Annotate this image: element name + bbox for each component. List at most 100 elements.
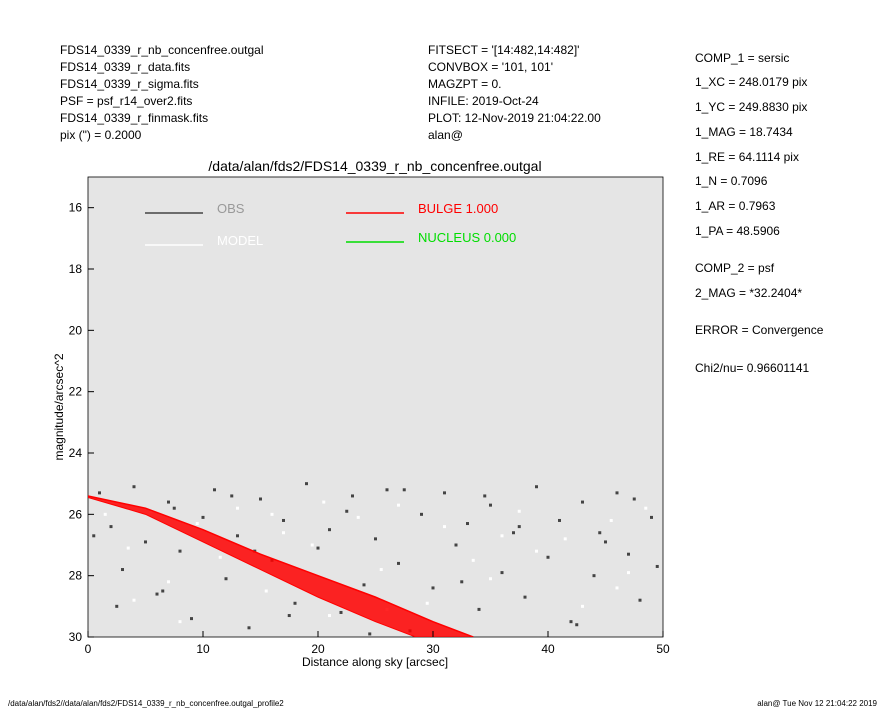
data-point	[402, 488, 406, 492]
data-point	[581, 604, 584, 608]
data-point	[195, 522, 199, 526]
bulge-upper	[88, 495, 474, 637]
data-point	[517, 509, 521, 513]
data-point	[259, 497, 262, 501]
legend-label: MODEL	[217, 233, 263, 248]
data-point	[385, 488, 389, 492]
data-point	[420, 512, 423, 516]
data-point	[115, 604, 119, 608]
data-point	[316, 546, 320, 550]
header-middle-line: FITSECT = '[14:482,14:482]'	[428, 43, 579, 57]
data-point	[109, 525, 113, 529]
data-point	[460, 580, 464, 584]
data-point	[609, 518, 613, 522]
data-point	[558, 518, 561, 522]
header-middle-line: INFILE: 2019-Oct-24	[428, 94, 539, 108]
x-tick-label: 10	[196, 642, 210, 656]
data-point	[517, 525, 521, 529]
y-tick-label: 18	[69, 262, 83, 276]
data-point	[569, 620, 573, 624]
header-left-line: FDS14_0339_r_finmask.fits	[60, 111, 208, 125]
data-point	[397, 503, 400, 507]
data-point	[155, 592, 159, 596]
param-line: 1_N = 0.7096	[695, 174, 768, 188]
data-point	[425, 601, 429, 605]
data-point	[627, 552, 630, 556]
y-tick-label: 26	[69, 507, 83, 521]
param-line: ERROR = Convergence	[695, 323, 824, 337]
param-line: 1_YC = 249.8830 pix	[695, 100, 807, 114]
data-point	[345, 509, 349, 513]
data-point	[121, 568, 124, 572]
data-point	[471, 558, 475, 562]
param-line: 1_MAG = 18.7434	[695, 125, 793, 139]
data-point	[575, 623, 579, 627]
data-point	[512, 531, 515, 535]
y-tick-label: 20	[69, 323, 83, 337]
data-point	[431, 586, 435, 590]
data-point	[236, 506, 239, 510]
data-point	[477, 607, 481, 611]
x-tick-label: 50	[656, 642, 670, 656]
data-point	[293, 601, 297, 605]
data-point	[213, 488, 216, 492]
data-point	[466, 522, 469, 526]
y-tick-label: 24	[69, 446, 83, 460]
data-point	[368, 632, 372, 636]
x-tick-label: 20	[311, 642, 325, 656]
legend-label: BULGE 1.000	[418, 201, 498, 216]
data-point	[644, 506, 648, 510]
data-point	[247, 626, 251, 630]
data-point	[443, 491, 446, 495]
data-point	[144, 540, 147, 544]
data-point	[604, 540, 607, 544]
data-point	[500, 571, 504, 575]
param-line: 2_MAG = *32.2404*	[695, 286, 802, 300]
header-left-line: FDS14_0339_r_nb_concenfree.outgal	[60, 43, 263, 57]
header-left-line: PSF = psf_r14_over2.fits	[60, 94, 192, 108]
data-point	[650, 515, 653, 519]
chart-title: /data/alan/fds2/FDS14_0339_r_nb_concenfr…	[208, 158, 541, 174]
data-point	[351, 494, 354, 498]
param-line: Chi2/nu= 0.96601141	[695, 361, 810, 375]
data-point	[328, 614, 331, 618]
data-point	[598, 531, 602, 535]
data-point	[230, 494, 234, 498]
y-tick-label: 28	[69, 569, 83, 583]
header-left-line: FDS14_0339_r_sigma.fits	[60, 77, 199, 91]
data-point	[546, 555, 550, 559]
data-point	[638, 598, 642, 602]
header-middle-line: CONVBOX = '101, 101'	[428, 60, 553, 74]
x-tick-label: 30	[426, 642, 440, 656]
data-point	[310, 543, 314, 547]
param-line: 1_XC = 248.0179 pix	[695, 75, 807, 89]
header-middle-line: PLOT: 12-Nov-2019 21:04:22.00	[428, 111, 601, 125]
x-tick-label: 0	[85, 642, 92, 656]
data-point	[270, 512, 274, 516]
data-point	[374, 537, 377, 541]
data-point	[282, 518, 285, 522]
data-point	[322, 500, 326, 504]
data-point	[236, 534, 239, 538]
legend-label: OBS	[217, 201, 245, 216]
param-line: COMP_2 = psf	[695, 261, 775, 275]
x-axis-label: Distance along sky [arcsec]	[302, 655, 448, 669]
footer-right: alan@ Tue Nov 12 21:04:22 2019	[757, 699, 877, 708]
bulge-lower	[88, 496, 416, 637]
data-point	[92, 534, 96, 538]
y-tick-label: 22	[69, 385, 83, 399]
data-point	[305, 482, 308, 486]
header-middle-line: MAGZPT = 0.	[428, 77, 501, 91]
data-point	[483, 494, 487, 498]
x-tick-label: 40	[541, 642, 555, 656]
data-point	[627, 571, 630, 575]
data-point	[190, 617, 193, 621]
header-left-line: pix (") = 0.2000	[60, 128, 142, 142]
param-line: 1_PA = 48.5906	[695, 224, 780, 238]
data-point	[167, 500, 170, 504]
data-point	[161, 589, 165, 593]
header-middle-line: alan@	[428, 128, 463, 142]
param-line: COMP_1 = sersic	[695, 51, 789, 65]
data-point	[218, 555, 222, 559]
